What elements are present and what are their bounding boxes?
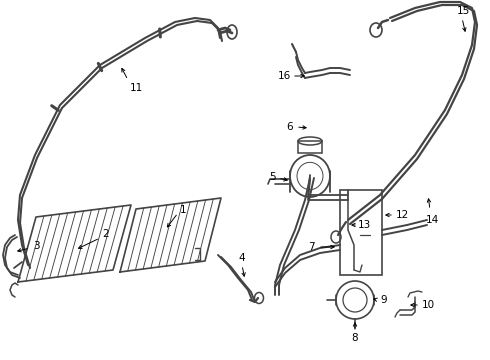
Text: 1: 1 xyxy=(180,205,186,215)
Text: 5: 5 xyxy=(269,172,275,182)
Bar xyxy=(340,190,382,275)
Text: 10: 10 xyxy=(421,300,435,310)
Text: 6: 6 xyxy=(287,122,294,132)
Text: 9: 9 xyxy=(381,295,387,305)
Text: 16: 16 xyxy=(277,71,291,81)
Text: 15: 15 xyxy=(456,6,469,16)
Text: 3: 3 xyxy=(33,241,39,251)
Text: 8: 8 xyxy=(352,333,358,343)
Bar xyxy=(298,141,322,153)
Text: 11: 11 xyxy=(129,83,143,93)
Text: 2: 2 xyxy=(103,229,109,239)
Text: 13: 13 xyxy=(357,220,370,230)
Text: 14: 14 xyxy=(425,215,439,225)
Text: 12: 12 xyxy=(395,210,409,220)
Text: 4: 4 xyxy=(239,253,245,263)
Text: 7: 7 xyxy=(308,242,314,252)
